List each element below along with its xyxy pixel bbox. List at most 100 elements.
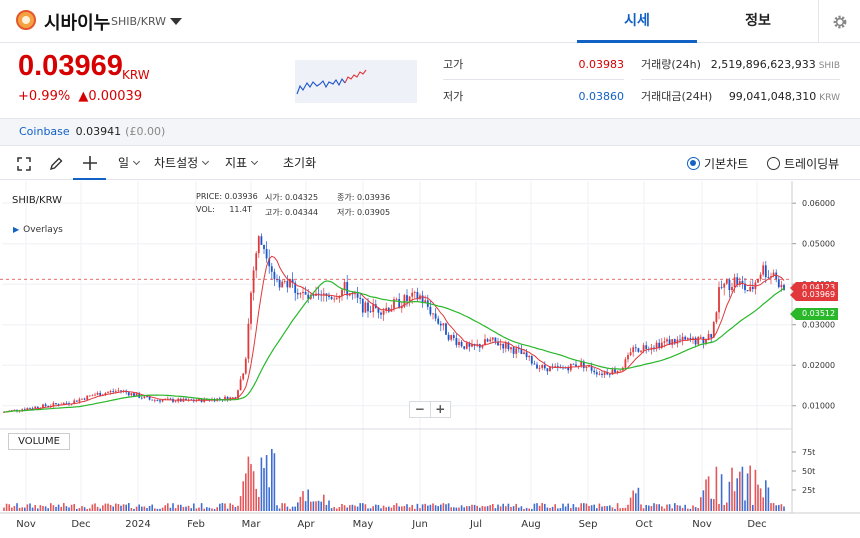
candle-body xyxy=(567,367,570,371)
candle-body xyxy=(624,359,627,368)
volume-bar xyxy=(585,503,588,511)
volume-bar xyxy=(567,503,569,511)
period-dropdown[interactable]: 일 xyxy=(118,147,141,180)
chevron-down-icon[interactable] xyxy=(170,18,182,25)
candle-body xyxy=(112,391,115,392)
volume-bar xyxy=(671,508,673,511)
candle-body xyxy=(161,399,164,402)
candle-body xyxy=(81,398,83,400)
pencil-icon[interactable] xyxy=(42,147,70,180)
zoom-in-button[interactable]: + xyxy=(429,402,451,417)
candle-body xyxy=(263,244,265,249)
volume-bar xyxy=(278,508,281,511)
volume-bar xyxy=(177,504,179,511)
candle-body xyxy=(242,373,245,380)
candle-body xyxy=(738,280,741,285)
view-tradingview-radio[interactable]: 트레이딩뷰 xyxy=(767,147,839,180)
volume-bar xyxy=(3,507,5,511)
crosshair-icon[interactable] xyxy=(73,147,106,180)
candle-body xyxy=(104,393,107,395)
view-basic-label: 기본차트 xyxy=(704,157,749,171)
volume-bar xyxy=(388,506,390,511)
volume-bar xyxy=(531,508,533,511)
gear-icon[interactable] xyxy=(818,0,860,43)
volume-bar xyxy=(83,507,86,511)
volume-bar xyxy=(86,508,88,511)
volume-bar xyxy=(432,503,434,511)
volume-bar xyxy=(382,505,385,511)
candle-body xyxy=(671,339,674,345)
view-tradingview-label: 트레이딩뷰 xyxy=(784,157,840,171)
volume-bar xyxy=(216,507,218,511)
volume-bar xyxy=(354,505,356,511)
ohlc-open-col: 시가: 0.04325 고가: 0.04344 xyxy=(265,192,318,218)
candle-body xyxy=(736,277,739,285)
coin-pair[interactable]: SHIB/KRW xyxy=(111,15,167,28)
reference-exchange[interactable]: Coinbase xyxy=(19,125,70,138)
candle-body xyxy=(523,352,525,354)
candle-body xyxy=(471,343,473,347)
indicators-dropdown[interactable]: 지표 xyxy=(225,147,259,180)
candle-body xyxy=(723,283,726,288)
candle-body xyxy=(23,409,26,411)
tab-market[interactable]: 시세 xyxy=(577,0,697,43)
tab-info[interactable]: 정보 xyxy=(745,13,771,29)
volume-bar xyxy=(697,508,699,511)
candle-body xyxy=(34,406,37,409)
candle-body xyxy=(764,265,767,278)
price-change: +0.99% ▲0.00039 xyxy=(18,89,142,104)
time-tick-label: Nov xyxy=(16,519,36,530)
candle-body xyxy=(403,295,406,307)
candle-body xyxy=(606,372,609,375)
volume-bar xyxy=(489,505,491,511)
candle-body xyxy=(26,408,29,410)
volume-bar xyxy=(424,503,426,511)
volume-bar xyxy=(89,508,91,511)
price-tick-label: 0.06000 xyxy=(802,199,835,208)
candle-body xyxy=(252,270,255,293)
volume-bar xyxy=(434,505,437,511)
price-chart[interactable]: 0.060000.050000.040000.030000.020000.010… xyxy=(0,181,860,538)
ohlc-open-label: 시가: xyxy=(265,193,283,202)
volume-bar xyxy=(403,505,406,511)
volume-bar xyxy=(120,505,122,511)
volume-bar xyxy=(219,503,221,511)
volume-bar xyxy=(385,507,387,511)
candle-body xyxy=(720,287,723,288)
volume-bar xyxy=(512,506,515,511)
candle-body xyxy=(398,299,401,309)
coin-name[interactable]: 시바이누 xyxy=(44,13,111,34)
volume-bar xyxy=(707,476,710,511)
volume-bar xyxy=(515,503,517,511)
fullscreen-icon[interactable] xyxy=(10,147,38,180)
candle-body xyxy=(663,341,666,343)
zoom-out-button[interactable]: − xyxy=(414,402,425,416)
volume-bar xyxy=(304,501,307,511)
volume-bar xyxy=(297,502,299,511)
chart-pair-label: SHIB/KRW xyxy=(12,195,63,206)
volume-bar xyxy=(42,506,44,511)
reset-button[interactable]: 초기화 xyxy=(283,156,317,170)
volume-bar xyxy=(775,505,777,511)
volume-bar xyxy=(109,504,112,511)
volume-bar xyxy=(676,505,679,511)
chart-area[interactable]: 0.060000.050000.040000.030000.020000.010… xyxy=(0,181,860,538)
candle-body xyxy=(629,352,632,356)
volume-bar xyxy=(733,491,736,511)
volume-bar xyxy=(224,503,226,511)
candle-body xyxy=(255,253,258,271)
candle-body xyxy=(442,323,445,326)
ohlc-close-value: 0.03936 xyxy=(356,193,391,202)
candle-body xyxy=(218,398,221,400)
candle-body xyxy=(265,248,268,259)
volume-bar xyxy=(73,504,75,511)
view-basic-radio[interactable]: 기본차트 xyxy=(687,147,748,180)
overlays-toggle[interactable]: ▶ Overlays xyxy=(13,225,63,235)
candle-body xyxy=(697,336,700,345)
volume-bar xyxy=(700,497,702,511)
volume-bar xyxy=(91,504,94,511)
chart-settings-dropdown[interactable]: 차트설정 xyxy=(154,147,210,180)
candle-body xyxy=(146,396,148,398)
candle-body xyxy=(572,363,575,365)
candle-body xyxy=(468,342,471,347)
